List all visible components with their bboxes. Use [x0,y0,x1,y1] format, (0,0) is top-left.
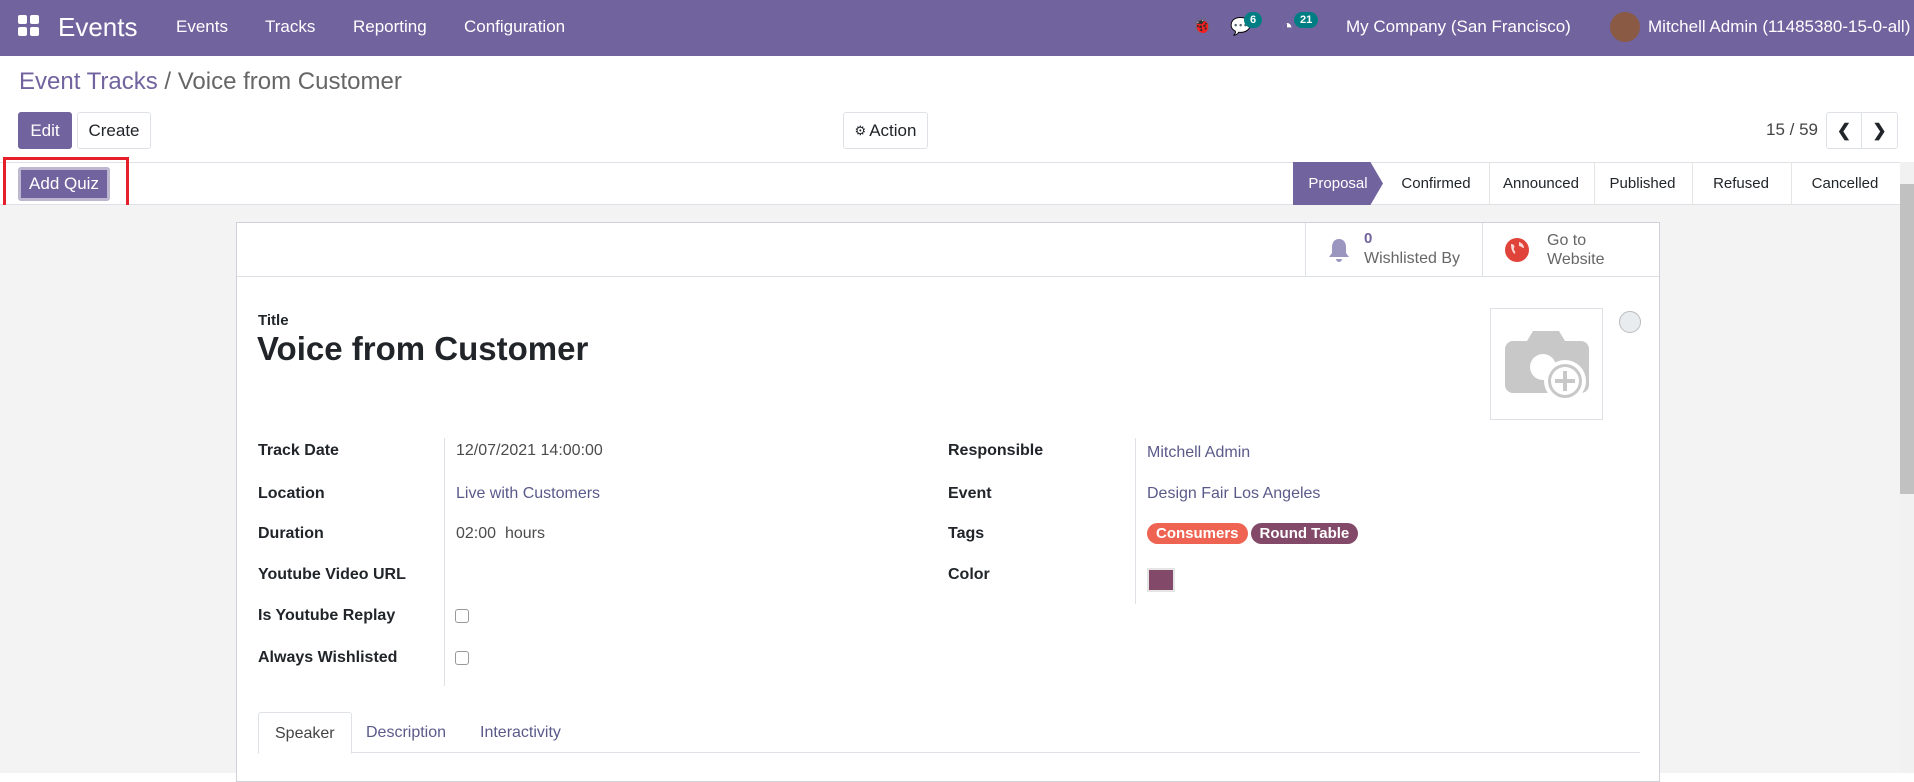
responsible-value[interactable]: Mitchell Admin [1147,444,1251,461]
youtube-replay-checkbox[interactable] [455,609,469,623]
stage-refused[interactable]: Refused [1692,162,1789,205]
scrollbar[interactable] [1900,162,1914,773]
pager-next-button[interactable]: ❯ [1861,112,1898,149]
stage-cancelled[interactable]: Cancelled [1791,162,1898,205]
activities-badge: 21 [1294,12,1319,28]
chevron-right-icon: ❯ [1872,120,1887,140]
duration-value[interactable]: 02:00 hours [456,525,545,542]
tag-round-table[interactable]: Round Table [1250,523,1359,544]
top-navbar: Events Events Tracks Reporting Configura… [0,0,1914,56]
bell-icon [1329,239,1349,262]
youtube-replay-label: Is Youtube Replay [258,607,396,624]
responsible-label: Responsible [948,442,1044,459]
messages-badge: 6 [1244,12,1263,28]
stage-announced[interactable]: Announced [1489,162,1592,205]
stage-proposal[interactable]: Proposal [1293,162,1383,205]
tag-consumers[interactable]: Consumers [1147,523,1248,544]
tab-speaker[interactable]: Speaker [258,712,352,754]
breadcrumb-current: Voice from Customer [177,68,402,95]
app-name[interactable]: Events [58,12,138,42]
apps-menu-icon[interactable] [18,15,40,37]
pager-previous-button[interactable]: ❮ [1826,112,1862,149]
website-label: Go to Website [1547,232,1605,268]
event-label: Event [948,485,992,502]
tags-label: Tags [948,525,985,542]
color-swatch[interactable] [1147,568,1175,592]
menu-reporting[interactable]: Reporting [353,17,427,36]
left-group-separator [444,438,445,686]
user-menu[interactable]: Mitchell Admin (11485380-15-0-all) [1648,17,1911,36]
pager-value[interactable]: 15 / 59 [1766,120,1818,139]
track-date-value[interactable]: 12/07/2021 14:00:00 [456,442,603,459]
breadcrumb-parent[interactable]: Event Tracks [19,68,158,95]
location-value[interactable]: Live with Customers [456,485,601,502]
track-date-label: Track Date [258,442,339,459]
action-button[interactable]: ⚙ Action [843,112,928,149]
add-quiz-button[interactable]: Add Quiz [18,167,110,201]
company-switcher[interactable]: My Company (San Francisco) [1346,17,1571,36]
go-to-website-button[interactable]: Go to Website [1482,223,1659,276]
color-label: Color [948,566,990,583]
wishlist-count: 0 [1364,230,1373,247]
track-title[interactable]: Voice from Customer [257,330,589,367]
menu-tracks[interactable]: Tracks [265,17,316,36]
duration-label: Duration [258,525,324,542]
statusbar [0,162,1900,205]
activity-clock-icon[interactable]: ◔ [1281,16,1294,38]
title-label: Title [258,312,289,329]
form-sheet [236,222,1660,782]
menu-events[interactable]: Events [176,17,228,36]
gear-icon: ⚙ [854,122,867,138]
chevron-left-icon: ❮ [1836,120,1852,140]
scrollbar-thumb[interactable] [1900,184,1914,494]
always-wishlisted-label: Always Wishlisted [258,649,398,666]
always-wishlisted-checkbox[interactable] [455,651,469,665]
image-upload[interactable] [1490,308,1603,420]
menu-configuration[interactable]: Configuration [464,17,566,36]
event-value[interactable]: Design Fair Los Angeles [1147,485,1321,502]
youtube-url-label: Youtube Video URL [258,566,406,583]
wishlist-label: Wishlisted By [1364,250,1461,267]
highlight-box [3,157,129,210]
tabs-baseline [258,752,1640,753]
camera-plus-icon [1505,331,1589,402]
stage-published[interactable]: Published [1594,162,1690,205]
user-avatar[interactable] [1610,12,1640,42]
debug-bug-icon[interactable]: 🐞 [1192,18,1212,35]
edit-button[interactable]: Edit [18,112,72,149]
breadcrumb: Event Tracks / Voice from Customer [19,68,402,96]
globe-icon [1505,238,1529,262]
tags-field[interactable]: Consumers Round Table [1147,523,1361,544]
button-box-divider [237,276,1659,277]
wishlisted-by-button[interactable]: 0 Wishlisted By [1305,223,1482,276]
tab-description[interactable]: Description [366,724,447,741]
kanban-state-indicator[interactable] [1619,311,1641,333]
tab-interactivity[interactable]: Interactivity [480,724,561,741]
create-button[interactable]: Create [77,112,151,149]
action-label: Action [869,120,917,140]
breadcrumb-separator: / [164,68,172,95]
right-group-separator [1135,438,1136,604]
stage-confirmed[interactable]: Confirmed [1401,175,1471,192]
location-label: Location [258,485,325,502]
